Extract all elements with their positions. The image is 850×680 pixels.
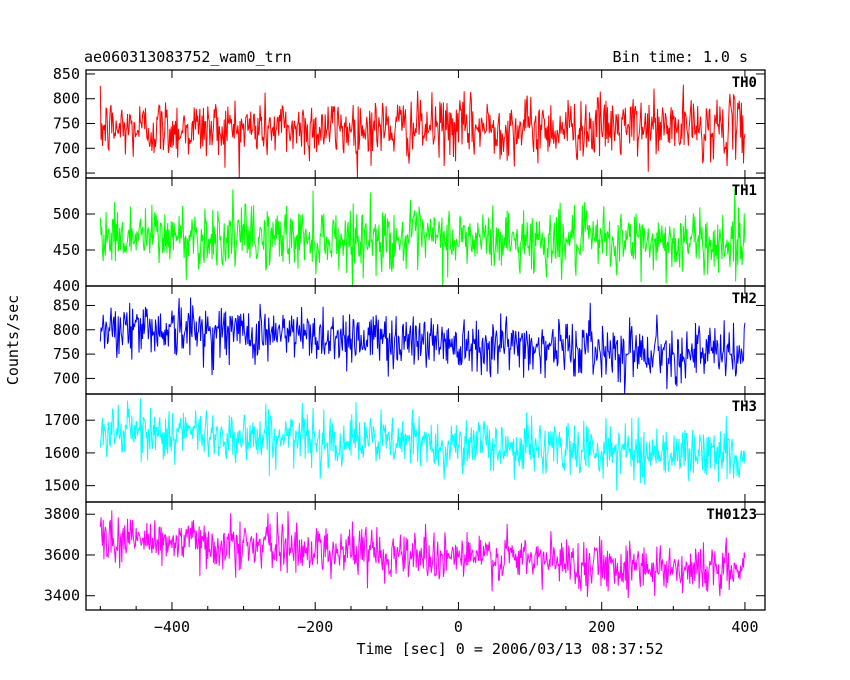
y-tick-label: 700	[53, 369, 80, 387]
panel-label-th3: TH3	[732, 399, 757, 415]
y-tick-label: 3600	[44, 546, 80, 564]
panel-frame-th0123	[85, 501, 766, 611]
y-tick-label: 800	[53, 321, 80, 339]
y-tick-label: 800	[53, 90, 80, 108]
y-tick-label: 3400	[44, 587, 80, 605]
series-line-th2	[99, 297, 746, 395]
x-tick-label: −400	[154, 618, 190, 636]
y-axis-label: Counts/sec	[4, 295, 22, 385]
y-tick-label: 1700	[44, 411, 80, 429]
panel-frame-th1	[85, 177, 766, 287]
y-tick-label: 700	[53, 139, 80, 157]
panel-label-th0: TH0	[732, 75, 757, 91]
y-tick-label: 850	[53, 65, 80, 83]
x-tick-label: 200	[588, 618, 615, 636]
y-tick-label: 850	[53, 296, 80, 314]
y-tick-label: 1600	[44, 444, 80, 462]
series-line-th1	[99, 188, 746, 287]
x-tick-label: −200	[297, 618, 333, 636]
bin-time-label: Bin time: 1.0 s	[613, 48, 748, 66]
y-tick-label: 500	[53, 205, 80, 223]
panel-label-th2: TH2	[732, 291, 757, 307]
y-tick-label: 3800	[44, 505, 80, 523]
x-axis-label: Time [sec] 0 = 2006/03/13 08:37:52	[356, 640, 663, 658]
series-line-th0123	[99, 510, 746, 598]
y-tick-label: 1500	[44, 477, 80, 495]
panel-label-th1: TH1	[732, 183, 757, 199]
panels-group: 650 700 750 800 850 TH0 400 450 500 TH1 700 750 800 8…	[44, 65, 766, 636]
y-tick-label: 400	[53, 277, 80, 295]
panel-label-th0123: TH0123	[706, 507, 757, 523]
y-tick-label: 750	[53, 115, 80, 133]
y-tick-label: 650	[53, 164, 80, 182]
series-line-th0	[99, 84, 746, 179]
y-tick-label: 450	[53, 241, 80, 259]
chart-title: ae060313083752_wam0_trn	[84, 48, 292, 66]
series-line-th3	[99, 398, 746, 491]
x-tick-label: 400	[731, 618, 758, 636]
x-tick-label: 0	[454, 618, 463, 636]
y-tick-label: 750	[53, 345, 80, 363]
